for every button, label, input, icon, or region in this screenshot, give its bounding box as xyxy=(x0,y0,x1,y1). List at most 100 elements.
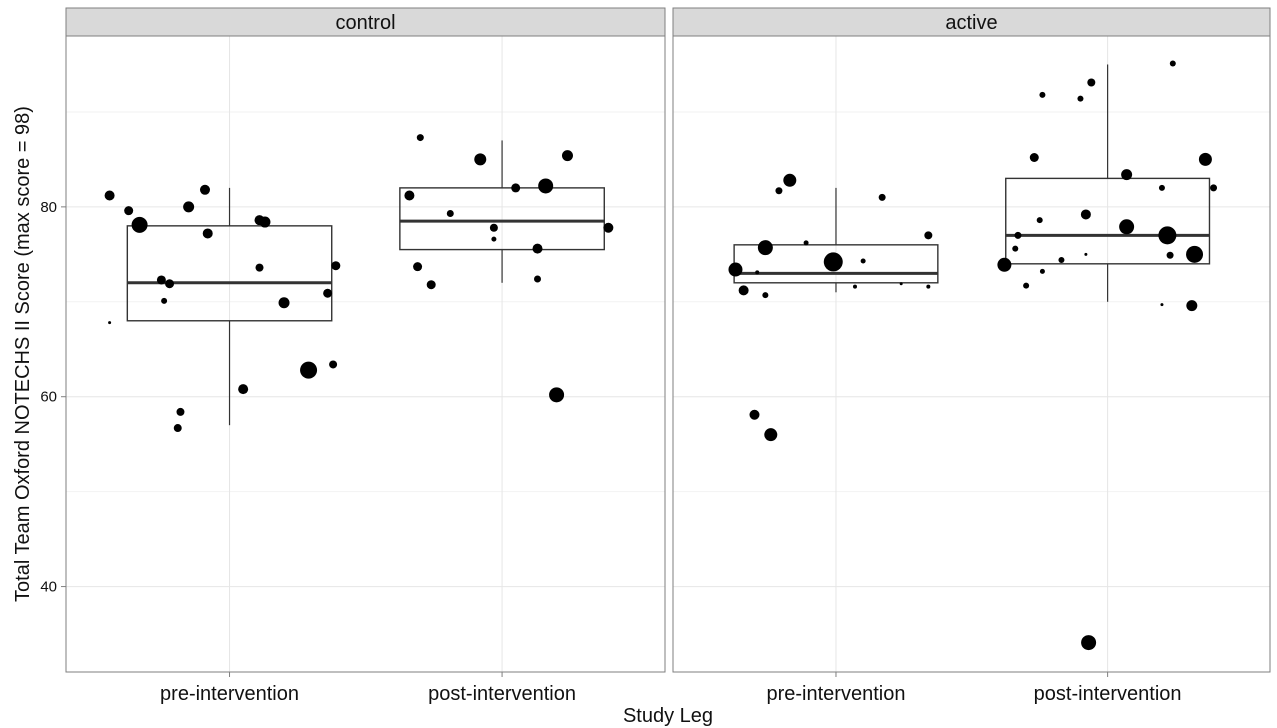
box-pre-intervention xyxy=(104,184,341,433)
box-iqr xyxy=(399,187,605,251)
x-tick-label: post-intervention xyxy=(1034,683,1182,705)
data-point xyxy=(603,222,614,233)
data-point xyxy=(532,243,543,254)
facet-strip xyxy=(672,7,1271,37)
facet-strip-label: control xyxy=(335,12,395,34)
data-point xyxy=(1186,300,1198,312)
data-point xyxy=(104,190,115,201)
y-tick-label: 60 xyxy=(40,389,57,406)
box-pre-intervention xyxy=(728,173,939,442)
box-iqr xyxy=(1005,177,1211,265)
data-point xyxy=(534,275,542,283)
x-axis: pre-intervention post-intervention pre-int… xyxy=(160,672,1182,705)
data-point xyxy=(852,284,857,289)
data-point xyxy=(511,183,521,193)
data-point xyxy=(413,262,423,272)
data-point xyxy=(161,297,168,304)
data-point xyxy=(1039,91,1046,98)
data-point xyxy=(755,270,760,275)
y-axis-title: Total Team Oxford NOTECHS II Score (max … xyxy=(12,106,34,602)
data-point xyxy=(1119,219,1135,235)
data-point xyxy=(489,223,498,232)
data-point xyxy=(1158,184,1165,191)
data-point xyxy=(538,178,554,194)
data-point xyxy=(165,279,175,289)
data-point xyxy=(738,285,749,296)
x-tick-label: pre-intervention xyxy=(766,683,905,705)
data-point xyxy=(997,257,1012,272)
y-axis: 40 60 80 xyxy=(40,199,66,596)
data-point xyxy=(762,292,769,299)
data-point xyxy=(1158,226,1177,245)
panel-active: active xyxy=(672,7,1271,673)
data-point xyxy=(924,231,933,240)
data-point xyxy=(491,236,497,242)
facet-strip-label: active xyxy=(945,12,997,34)
x-tick-label: post-intervention xyxy=(428,683,576,705)
data-point xyxy=(899,282,903,286)
data-point xyxy=(238,384,249,395)
data-point xyxy=(1169,60,1176,67)
data-point xyxy=(474,153,487,166)
data-point xyxy=(426,280,436,290)
x-axis-title: Study Leg xyxy=(623,705,713,727)
data-point xyxy=(202,228,213,239)
data-point xyxy=(1160,303,1164,307)
panel-background xyxy=(672,35,1271,673)
data-point xyxy=(749,409,760,420)
data-point xyxy=(1029,153,1039,163)
data-point xyxy=(1087,78,1096,87)
panel-background xyxy=(65,35,666,673)
data-point xyxy=(329,360,338,369)
data-point xyxy=(183,201,195,213)
data-point xyxy=(1186,245,1204,263)
data-point xyxy=(416,134,424,142)
data-point xyxy=(1058,257,1065,264)
data-point xyxy=(823,252,843,272)
box-post-intervention xyxy=(399,134,614,403)
data-point xyxy=(549,387,565,403)
data-point xyxy=(1080,209,1091,220)
data-point xyxy=(131,216,148,233)
data-point xyxy=(1081,635,1097,651)
data-point xyxy=(331,261,341,271)
data-point xyxy=(176,407,185,416)
data-point xyxy=(1036,217,1043,224)
data-point xyxy=(404,190,415,201)
data-point xyxy=(561,150,573,162)
data-point xyxy=(300,361,318,379)
data-point xyxy=(199,184,210,195)
panel-border xyxy=(672,35,1271,673)
data-point xyxy=(1084,252,1088,256)
panel-control: control xyxy=(65,7,666,673)
data-point xyxy=(1012,245,1019,252)
data-point xyxy=(173,424,182,433)
data-point xyxy=(926,284,931,289)
data-point xyxy=(860,258,866,264)
data-point xyxy=(1198,152,1212,166)
data-point xyxy=(783,173,797,187)
data-point xyxy=(259,216,271,228)
panel-border xyxy=(65,35,666,673)
data-point xyxy=(803,240,809,246)
data-point xyxy=(255,263,264,272)
data-point xyxy=(1121,169,1133,181)
data-point xyxy=(278,297,290,309)
data-point xyxy=(446,210,454,218)
data-point xyxy=(156,275,166,285)
data-point xyxy=(1014,231,1022,239)
x-tick-label: pre-intervention xyxy=(160,683,299,705)
data-point xyxy=(1039,268,1045,274)
data-point xyxy=(1166,251,1174,259)
data-point xyxy=(1077,95,1084,102)
data-point xyxy=(878,193,886,201)
data-point xyxy=(775,187,783,195)
data-point xyxy=(757,240,773,256)
data-point xyxy=(728,262,743,277)
y-tick-label: 40 xyxy=(40,579,57,596)
data-point xyxy=(124,206,134,216)
facet-panels: control active xyxy=(65,7,1271,673)
data-point xyxy=(1210,184,1218,192)
facet-strip xyxy=(65,7,666,37)
